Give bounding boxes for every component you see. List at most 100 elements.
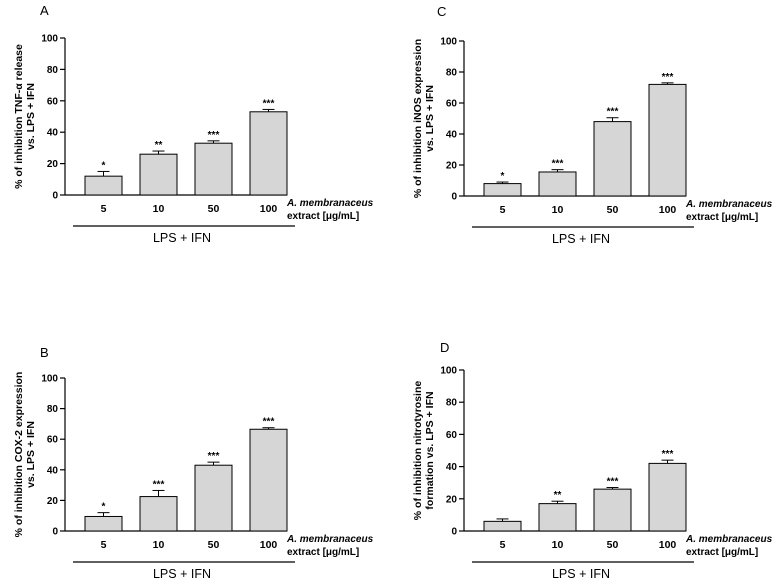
y-tick-label: 100 [41, 34, 58, 45]
x-category-label: 5 [101, 203, 107, 215]
x-category-label: 50 [607, 539, 619, 551]
x-category-label: 50 [208, 203, 220, 215]
x-axis-note-line1: A. membranaceus [286, 534, 374, 545]
y-tick-label: 40 [446, 462, 458, 473]
y-axis-title-line2: formation vs. LPS + IFN [424, 391, 436, 509]
significance-marker: *** [662, 72, 674, 83]
significance-marker: *** [552, 159, 564, 170]
bar-10 [139, 496, 178, 532]
y-axis-title-line1: % of inhibition iNOS expression [412, 39, 424, 198]
significance-marker: * [102, 502, 106, 513]
significance-marker: ** [554, 490, 562, 501]
x-category-label: 50 [607, 204, 619, 216]
x-category-label: 10 [153, 203, 165, 215]
y-tick-label: 0 [52, 191, 58, 202]
x-category-label: 5 [500, 204, 506, 216]
x-category-label: 10 [552, 539, 564, 551]
y-axis-title-line2: vs. LPS + IFN [25, 83, 37, 150]
y-tick-label: 20 [446, 494, 458, 505]
y-tick-label: 60 [47, 96, 59, 107]
y-tick-label: 80 [446, 398, 458, 409]
x-category-label: 10 [153, 539, 165, 551]
x-category-label: 5 [500, 539, 506, 551]
chart-panel-c: C 0 20 40 60 80 100 % of inhibition iNOS expres… [412, 4, 773, 246]
y-tick-label: 80 [47, 404, 59, 415]
bar-10 [139, 153, 178, 196]
x-axis-note-line2: extract [μg/mL] [686, 547, 758, 558]
significance-marker: *** [263, 98, 275, 109]
bar-100 [249, 428, 288, 532]
group-label: LPS + IFN [153, 567, 211, 581]
x-category-label: 100 [260, 203, 278, 215]
y-tick-label: 80 [446, 68, 458, 79]
x-category-label: 100 [260, 539, 278, 551]
x-axis-note-line1: A. membranaceus [685, 534, 773, 545]
y-axis-title-line1: % of inhibition COX-2 expression [13, 372, 25, 538]
significance-marker: ** [155, 140, 163, 151]
y-tick-label: 20 [47, 159, 59, 170]
chart-panel-d: D 0 20 40 60 80 100 % of inhibition nitrotyrosi… [412, 340, 773, 581]
significance-marker: *** [607, 107, 619, 118]
y-axis-title-line2: vs. LPS + IFN [25, 421, 37, 488]
x-category-label: 50 [208, 539, 220, 551]
bar-50 [194, 142, 233, 196]
panel-letter: C [437, 4, 446, 19]
y-tick-label: 40 [446, 130, 458, 141]
bar-100 [249, 111, 288, 196]
significance-marker: *** [662, 449, 674, 460]
bar-5 [483, 520, 522, 532]
chart-panel-b: B 0 20 40 60 80 100 % of inhibition COX-2 expre… [13, 345, 374, 581]
significance-marker: *** [607, 477, 619, 488]
significance-marker: *** [208, 130, 220, 141]
y-tick-label: 60 [446, 99, 458, 110]
bar-10 [538, 503, 577, 532]
bar-10 [538, 171, 577, 197]
bar-5 [84, 175, 123, 196]
significance-marker: * [501, 171, 505, 182]
x-axis-note-line1: A. membranaceus [685, 199, 773, 210]
y-tick-label: 100 [41, 374, 58, 385]
x-category-label: 5 [101, 539, 107, 551]
y-tick-label: 20 [446, 161, 458, 172]
bar-50 [593, 121, 632, 197]
x-axis-note-line1: A. membranaceus [286, 198, 374, 209]
group-label: LPS + IFN [153, 231, 211, 245]
bar-100 [648, 83, 687, 197]
significance-marker: *** [208, 451, 220, 462]
significance-marker: *** [153, 479, 165, 490]
bar-5 [84, 515, 123, 532]
x-axis-note-line2: extract [μg/mL] [686, 212, 758, 223]
y-axis-title-line1: % of inhibition TNF-α release [13, 44, 25, 189]
x-axis-note-line2: extract [μg/mL] [287, 547, 359, 558]
y-tick-label: 60 [47, 435, 59, 446]
significance-marker: * [102, 160, 106, 171]
x-category-label: 100 [659, 539, 677, 551]
y-tick-label: 0 [52, 527, 58, 538]
bar-50 [194, 464, 233, 532]
x-category-label: 100 [659, 204, 677, 216]
bar-50 [593, 488, 632, 532]
y-tick-label: 40 [47, 465, 59, 476]
y-tick-label: 0 [451, 527, 457, 538]
panel-letter: B [40, 345, 49, 360]
panel-letter: D [440, 340, 449, 355]
panel-letter: A [40, 3, 49, 18]
y-axis-title-line1: % of inhibition nitrotyrosine [412, 381, 424, 521]
group-label: LPS + IFN [552, 232, 610, 246]
y-tick-label: 80 [47, 65, 59, 76]
y-tick-label: 100 [440, 366, 457, 377]
y-tick-label: 60 [446, 430, 458, 441]
y-tick-label: 40 [47, 128, 59, 139]
y-tick-label: 0 [451, 192, 457, 203]
bar-100 [648, 462, 687, 532]
chart-panel-a: A 0 20 40 60 80 100 % of inhibition TNF-α relea… [13, 3, 374, 245]
bar-5 [483, 183, 522, 197]
y-tick-label: 20 [47, 496, 59, 507]
x-axis-note-line2: extract [μg/mL] [287, 211, 359, 222]
y-tick-label: 100 [440, 37, 457, 48]
x-category-label: 10 [552, 204, 564, 216]
significance-marker: *** [263, 417, 275, 428]
y-axis-title-line2: vs. LPS + IFN [424, 85, 436, 152]
group-label: LPS + IFN [552, 567, 610, 581]
